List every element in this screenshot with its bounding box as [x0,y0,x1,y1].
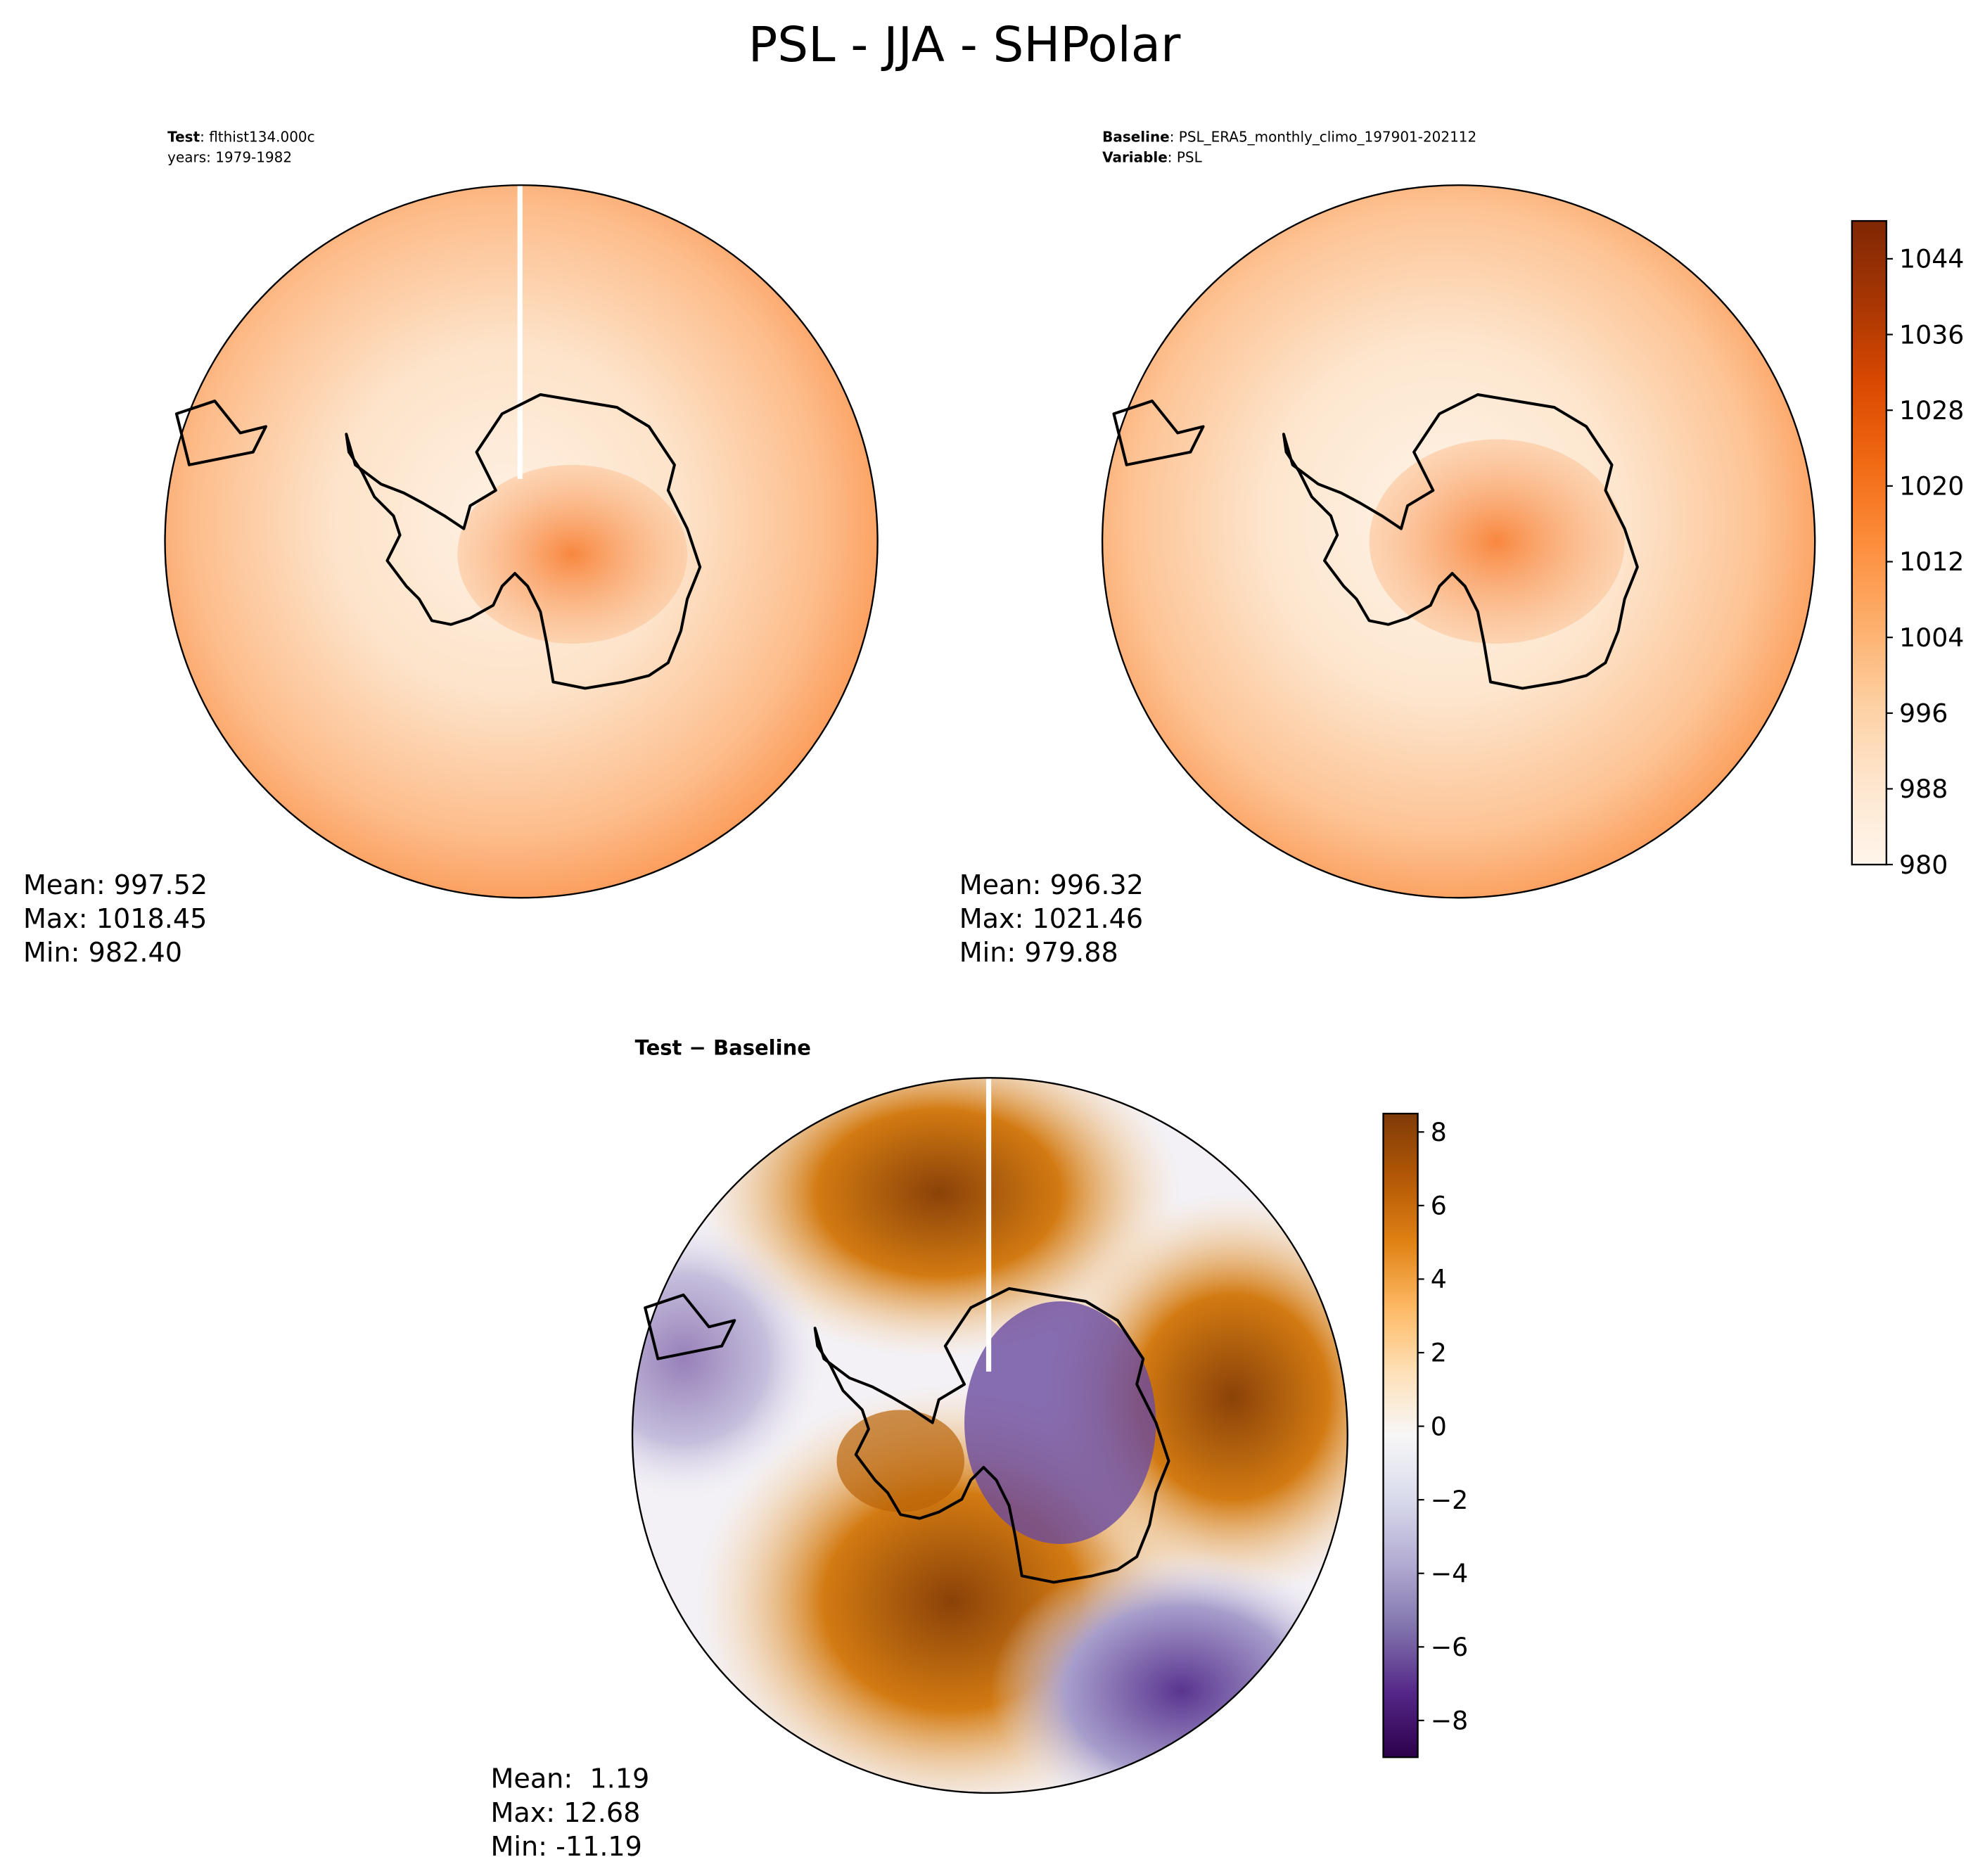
panel-header: years: 1979-1982 [167,149,292,166]
stat-line: Min: -11.19 [491,1831,642,1862]
stat-line: Mean: 1.19 [491,1763,650,1794]
coastline [1112,400,1205,466]
header-key: Test [167,129,200,146]
header-key: Variable [1102,149,1168,166]
header-text: : PSL_ERA5_monthly_climo_197901-202112 [1170,129,1477,146]
map-test [164,184,879,899]
colorbar-tick-label: 1020 [1899,471,1964,502]
coastline [174,400,267,466]
colorbar [1382,1112,1419,1759]
colorbar-tick-label: −8 [1431,1706,1469,1736]
map-seam [985,1078,992,1372]
stat-line: Min: 982.40 [23,937,182,968]
panel-header: Variable: PSL [1102,149,1202,166]
map-field [964,1301,1156,1544]
stat-line: Mean: 997.52 [23,869,208,900]
map-border [164,184,879,899]
colorbar-tick-label: 1036 [1899,319,1964,350]
colorbar-tick-label: −6 [1431,1632,1469,1662]
stat-line: Max: 1018.45 [23,903,207,934]
colorbar-tick-label: 1004 [1899,623,1964,653]
panel-header: Test: flthist134.000c [167,129,314,146]
colorbar-tick-label: 1044 [1899,244,1964,274]
map-field [1369,439,1625,644]
colorbar-tick-label: 980 [1899,850,1948,880]
header-text: years: 1979-1982 [167,149,292,166]
colorbar-tick-label: 996 [1899,698,1948,729]
header-key: Baseline [1102,129,1170,146]
panel-title: Test − Baseline [635,1036,811,1060]
figure-title: PSL - JJA - SHPolar [748,17,1181,73]
colorbar-tick-label: 1028 [1899,395,1964,426]
map-difference [631,1077,1348,1794]
map-border [1101,184,1816,899]
stat-line: Min: 979.88 [959,937,1118,968]
coastline [644,1293,736,1360]
colorbar-tick-label: 4 [1431,1264,1447,1294]
map-border [631,1077,1348,1794]
colorbar-tick-label: 8 [1431,1117,1447,1147]
colorbar-tick-label: 6 [1431,1191,1447,1221]
colorbar-tick-label: 1012 [1899,547,1964,577]
map-baseline [1101,184,1816,899]
panel-header: Baseline: PSL_ERA5_monthly_climo_197901-… [1102,129,1476,146]
colorbar [1851,219,1888,866]
map-field [632,1218,824,1500]
colorbar-tick-label: −4 [1431,1558,1469,1588]
map-field [836,1410,965,1512]
map-field [457,464,688,644]
stat-line: Max: 1021.46 [959,903,1143,934]
colorbar-tick-label: 0 [1431,1411,1447,1441]
colorbar-tick-label: 2 [1431,1338,1447,1368]
stat-line: Max: 12.68 [491,1797,641,1828]
map-seam [517,185,523,479]
header-text: : flthist134.000c [200,129,314,146]
colorbar-tick-label: −2 [1431,1485,1469,1515]
stat-line: Mean: 996.32 [959,869,1144,900]
header-text: : PSL [1168,149,1203,166]
colorbar-tick-label: 988 [1899,774,1948,804]
